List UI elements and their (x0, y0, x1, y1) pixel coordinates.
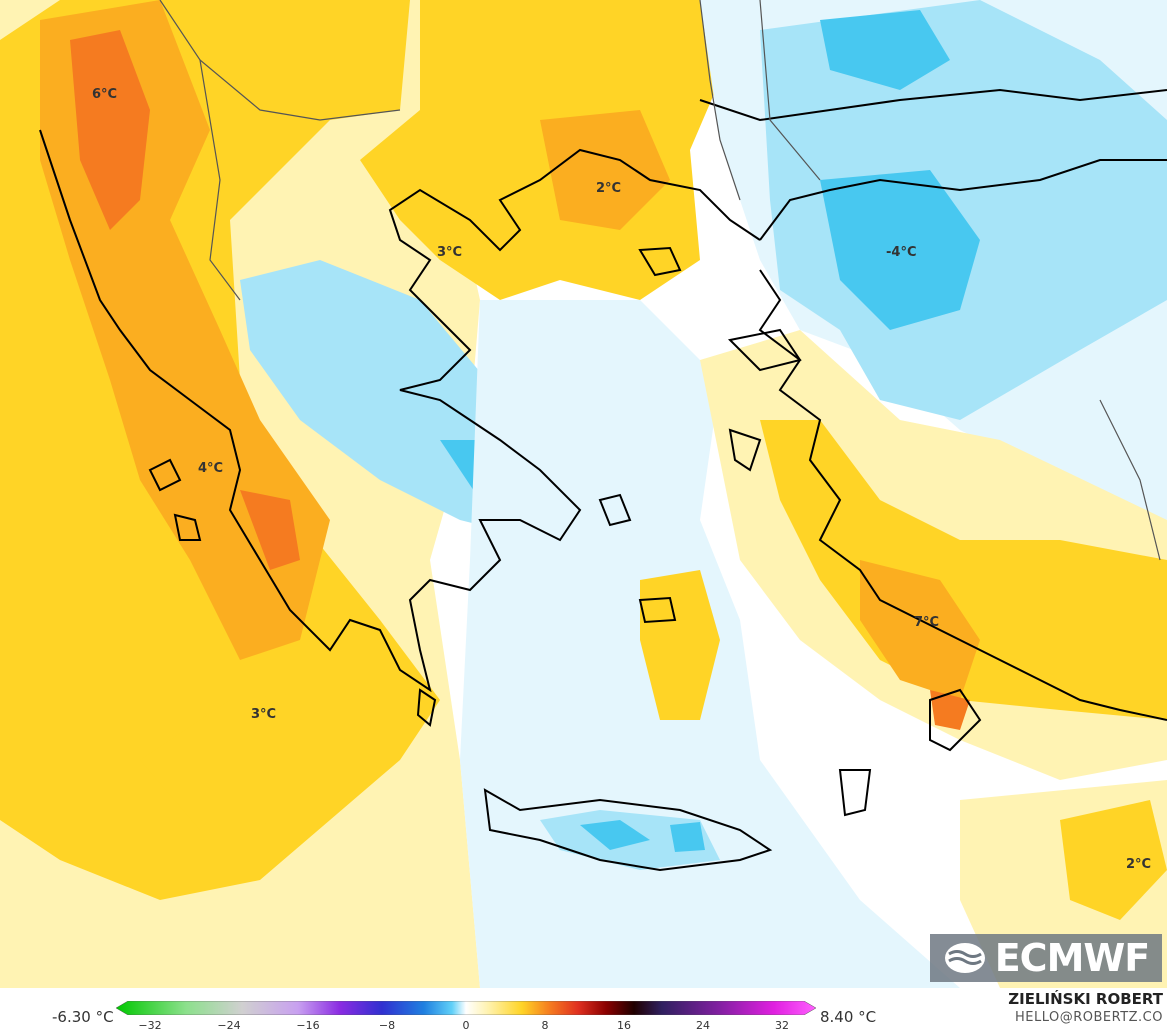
scale-tick-label: −8 (378, 1019, 396, 1032)
hot-region-albania (70, 30, 150, 230)
scale-tick-label: −16 (296, 1019, 320, 1032)
hot-region-rhodes (930, 690, 970, 730)
warm-region-south (1060, 800, 1167, 920)
warmer-region-north (540, 110, 670, 230)
hot-region-peloponnese (240, 490, 300, 570)
borders (159, 0, 1161, 561)
scale-tick-label: −32 (138, 1019, 162, 1032)
warm-region-southeast (760, 420, 1167, 720)
legend-min-label: -6.30 °C (52, 1008, 114, 1026)
temp-label: 2°C (596, 181, 621, 196)
scale-tick-label: 0 (462, 1019, 470, 1032)
scale-tick-label: 16 (617, 1019, 631, 1032)
warm-region-north (360, 0, 720, 300)
cold-region-crete-east (670, 822, 705, 852)
temp-label: 2°C (1126, 857, 1151, 872)
temp-label: 7°C (914, 615, 939, 630)
warm-region-southwest (140, 690, 360, 830)
warmer-region-southeast (860, 560, 980, 700)
coastlines (39, 88, 1167, 872)
color-scale-ticks: −32 −24 −16 −8 0 8 16 24 32 (116, 1019, 816, 1033)
scale-tick-label: −24 (217, 1019, 241, 1032)
temp-label: 3°C (251, 707, 276, 722)
temp-label: -4°C (886, 245, 916, 260)
temp-label: 3°C (437, 245, 462, 260)
author-email: HELLO@ROBERTZ.CO (1014, 1010, 1163, 1025)
ecmwf-wave-icon (944, 943, 985, 973)
scale-tick-label: 32 (775, 1019, 789, 1032)
color-scale-bar (116, 1001, 816, 1015)
author-credit: ZIELIŃSKI ROBERT (1008, 990, 1163, 1008)
scale-tick-label: 8 (541, 1019, 549, 1032)
cold-region-crete (580, 820, 650, 850)
cold-region-ne (820, 10, 950, 90)
temp-label: 4°C (198, 461, 223, 476)
logo-text: ECMWF (994, 936, 1151, 980)
scale-tick-label: 24 (696, 1019, 710, 1032)
legend-max-label: 8.40 °C (820, 1008, 877, 1026)
temp-label: 6°C (92, 87, 117, 102)
ecmwf-logo: ECMWF (930, 934, 1162, 982)
warm-region-cyclades (640, 570, 720, 720)
temperature-anomaly-map: 6°C 2°C 3°C -4°C 4°C 7°C 3°C 2°C (0, 0, 1167, 988)
cold-region-anatolia (820, 170, 980, 330)
